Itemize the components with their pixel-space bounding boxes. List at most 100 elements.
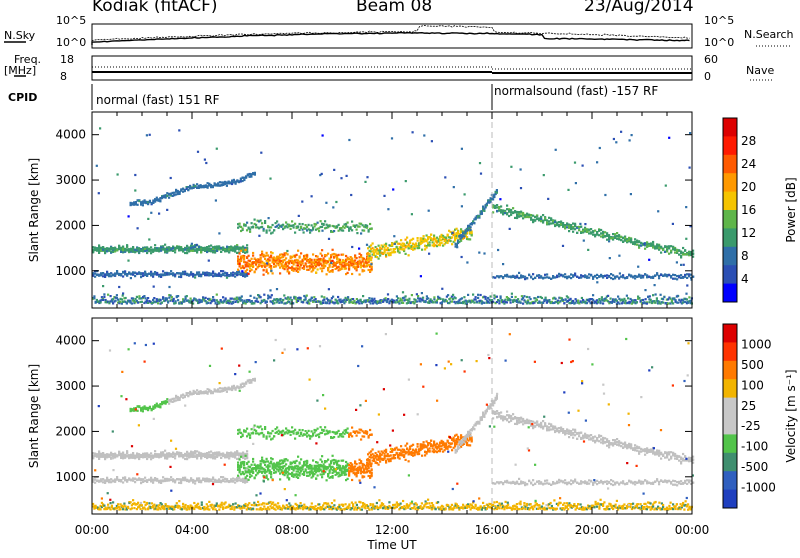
power-cell xyxy=(356,232,358,234)
power-cell xyxy=(234,276,236,278)
power-cell xyxy=(584,228,586,230)
power-cell xyxy=(156,274,158,276)
power-cell xyxy=(648,245,650,247)
power-cell xyxy=(134,189,136,191)
velocity-cell xyxy=(239,429,241,431)
power-cell xyxy=(642,276,644,278)
velocity-cell xyxy=(144,456,146,458)
power-cell xyxy=(112,251,114,253)
power-cell xyxy=(528,216,530,218)
power-cell xyxy=(577,300,579,302)
velocity-cell xyxy=(260,425,262,427)
power-cell xyxy=(411,213,413,215)
power-cell xyxy=(267,254,269,256)
power-cell xyxy=(248,273,250,275)
power-cell xyxy=(102,247,104,249)
velocity-cell xyxy=(112,480,114,482)
velocity-cell xyxy=(178,452,180,454)
velocity-cell xyxy=(136,453,138,455)
power-cell xyxy=(266,229,268,231)
power-cell xyxy=(594,275,596,277)
power-cell xyxy=(425,301,427,303)
power-cell xyxy=(445,237,447,239)
power-cell xyxy=(206,251,208,253)
power-cell xyxy=(366,244,368,246)
velocity-cell xyxy=(108,481,110,483)
power-cell xyxy=(683,264,685,266)
velocity-cell xyxy=(242,454,244,456)
power-cell xyxy=(566,276,568,278)
power-cell xyxy=(592,294,594,296)
power-cell xyxy=(381,248,383,250)
power-cell xyxy=(506,213,508,215)
power-cell xyxy=(658,277,660,279)
power-cell xyxy=(220,270,222,272)
power-cell xyxy=(505,299,507,301)
power-cell xyxy=(270,255,272,257)
power-cell xyxy=(339,259,341,261)
power-cell xyxy=(94,273,96,275)
power-cell xyxy=(588,229,590,231)
power-cell xyxy=(433,298,435,300)
power-cell xyxy=(640,275,642,277)
velocity-cell xyxy=(100,478,102,480)
power-cell xyxy=(520,274,522,276)
power-cell xyxy=(452,294,454,296)
power-cell xyxy=(315,271,317,273)
power-cell xyxy=(674,249,676,251)
power-cell xyxy=(596,299,598,301)
velocity-cell xyxy=(244,480,246,482)
power-cell xyxy=(616,235,618,237)
power-cell xyxy=(602,234,604,236)
power-cell xyxy=(560,221,562,223)
velocity-cell xyxy=(246,450,248,452)
power-cell xyxy=(567,296,569,298)
power-cell xyxy=(251,258,253,260)
power-cell xyxy=(496,210,498,212)
power-cell xyxy=(626,240,628,242)
power-cell xyxy=(281,302,283,304)
power-cell xyxy=(323,296,325,298)
power-cell xyxy=(543,174,545,176)
power-cell xyxy=(608,276,610,278)
power-cell xyxy=(212,272,214,274)
power-cell xyxy=(574,162,576,164)
power-cell xyxy=(644,289,646,291)
power-cell xyxy=(506,205,508,207)
power-cell xyxy=(496,275,498,277)
power-cell xyxy=(680,274,682,276)
velocity-cell xyxy=(146,458,148,460)
power-cell xyxy=(590,274,592,276)
power-cell xyxy=(354,259,356,261)
velocity-cell xyxy=(114,480,116,482)
power-cell xyxy=(470,226,472,228)
power-cell xyxy=(263,228,265,230)
power-cell xyxy=(428,210,430,212)
velocity-cell xyxy=(112,454,114,456)
velocity-cell xyxy=(190,480,192,482)
velocity-cell xyxy=(208,451,210,453)
velocity-cell xyxy=(194,456,196,458)
power-cell xyxy=(674,278,676,280)
power-cell xyxy=(588,273,590,275)
power-cell xyxy=(688,296,690,298)
power-cell xyxy=(458,241,460,243)
power-cell xyxy=(118,274,120,276)
power-cell xyxy=(588,232,590,234)
power-cell xyxy=(174,274,176,276)
velocity-cell xyxy=(106,456,108,458)
power-cell xyxy=(100,249,102,251)
power-cell xyxy=(604,194,606,196)
power-cell xyxy=(180,272,182,274)
velocity-cell xyxy=(164,455,166,457)
power-cell xyxy=(581,297,583,299)
power-cell xyxy=(309,232,311,234)
power-cell xyxy=(321,230,323,232)
power-cell xyxy=(162,296,164,298)
power-cell xyxy=(242,248,244,250)
power-cell xyxy=(136,247,138,249)
power-cell xyxy=(598,298,600,300)
power-cell xyxy=(520,276,522,278)
velocity-cell xyxy=(149,406,151,408)
power-cell xyxy=(558,275,560,277)
